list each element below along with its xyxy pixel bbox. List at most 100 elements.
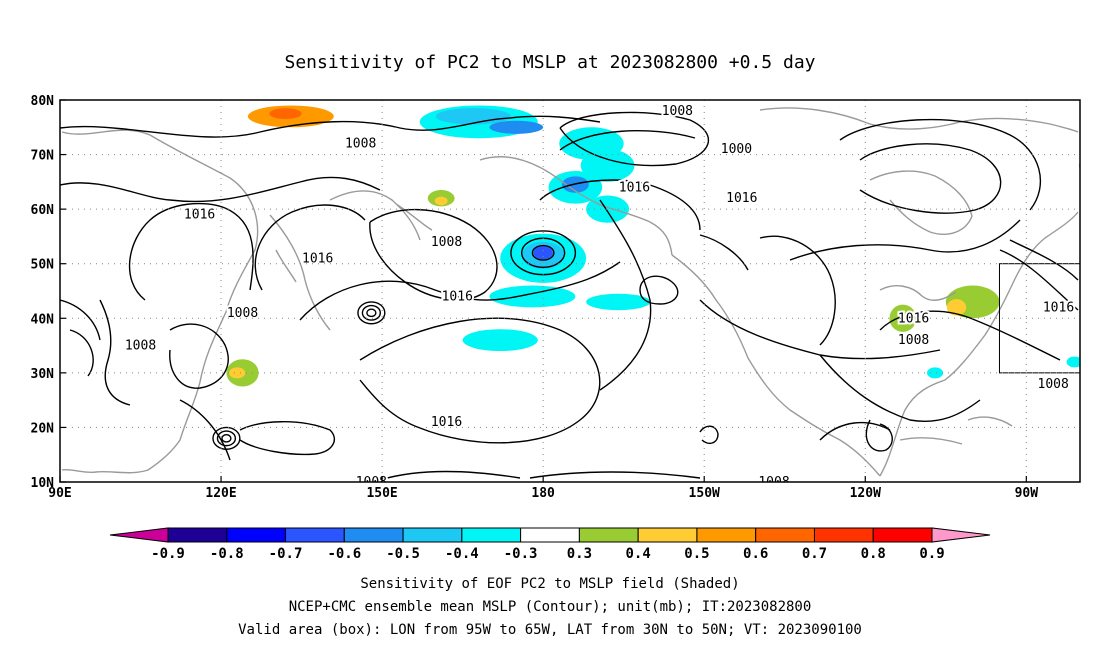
isobar-label: 1016 bbox=[726, 191, 757, 206]
low-isobar-ring bbox=[531, 244, 555, 261]
colorbar-label: -0.8 bbox=[210, 546, 244, 562]
colorbar-label: -0.3 bbox=[504, 546, 538, 562]
sensitivity-patch bbox=[586, 195, 630, 223]
y-tick-label: 20N bbox=[31, 421, 55, 436]
isobar-label: 1008 bbox=[662, 104, 693, 119]
colorbar-right-arrow bbox=[931, 527, 991, 543]
sensitivity-patch bbox=[889, 304, 917, 332]
sensitivity-patch bbox=[229, 367, 246, 379]
na-west-coastline bbox=[671, 254, 881, 477]
y-tick-label: 60N bbox=[31, 203, 55, 218]
x-tick-label: 150W bbox=[689, 486, 720, 501]
mslp-contours bbox=[60, 111, 1079, 481]
colorbar-segment bbox=[226, 527, 287, 543]
great-lakes-coastline bbox=[879, 285, 957, 302]
isobar-label: 1016 bbox=[898, 311, 929, 326]
isobar-label: 1016 bbox=[1043, 300, 1074, 315]
x-tick-label: 90E bbox=[48, 486, 71, 501]
sensitivity-patch bbox=[489, 285, 576, 308]
colorbar-label: -0.4 bbox=[445, 546, 479, 562]
coastlines bbox=[61, 107, 1079, 477]
x-tick-label: 150E bbox=[366, 486, 397, 501]
colorbar-label: -0.7 bbox=[269, 546, 303, 562]
low-isobar-ring bbox=[1079, 159, 1080, 172]
caption-line-2: NCEP+CMC ensemble mean MSLP (Contour); u… bbox=[289, 599, 812, 615]
sensitivity-patch bbox=[533, 246, 553, 260]
colorbar-segment bbox=[285, 527, 345, 543]
colorbar-label: -0.5 bbox=[386, 546, 420, 562]
y-axis: 80N 70N 60N 50N 40N 30N 20N 10N bbox=[31, 94, 66, 491]
isobar-label: 1008 bbox=[1038, 377, 1069, 392]
x-tick-label: 180 bbox=[531, 486, 555, 501]
alaska-coastline bbox=[479, 156, 673, 256]
caption-line-1: Sensitivity of EOF PC2 to MSLP field (Sh… bbox=[360, 576, 739, 592]
arctic-islands-coastline bbox=[759, 107, 1079, 133]
isobar-label: 1008 bbox=[125, 339, 156, 354]
low-isobar-ring bbox=[216, 430, 237, 447]
caption-line-3: Valid area (box): LON from 95W to 65W, L… bbox=[238, 622, 862, 638]
sensitivity-patch bbox=[435, 108, 511, 125]
isobar-label: 1016 bbox=[184, 208, 215, 223]
colorbar-label: 0.3 bbox=[567, 546, 592, 562]
na-east-coastline bbox=[879, 211, 1079, 477]
colorbar-segment bbox=[520, 527, 580, 543]
colorbar-label: -0.9 bbox=[151, 546, 185, 562]
colorbar-segment bbox=[167, 527, 228, 543]
isobar-label: 1008 bbox=[227, 306, 258, 321]
sensitivity-patch bbox=[561, 176, 589, 193]
isobar-label: 1008 bbox=[758, 475, 789, 490]
x-tick-label: 90W bbox=[1015, 486, 1039, 501]
colorbar-left-arrow bbox=[109, 527, 169, 543]
isobar-label: 1016 bbox=[431, 415, 462, 430]
colorbar-label: 0.9 bbox=[919, 546, 944, 562]
colorbar bbox=[109, 527, 991, 543]
isobar-label: 1016 bbox=[619, 180, 650, 195]
colorbar-labels: -0.9 -0.8 -0.7 -0.6 -0.5 -0.4 -0.3 0.3 0.4 0.5 0.6… bbox=[151, 546, 945, 562]
isobar-labels: 1008100810001000992101610161016100810161… bbox=[123, 102, 1076, 490]
y-tick-label: 40N bbox=[31, 312, 55, 327]
colorbar-segment bbox=[813, 527, 874, 543]
sensitivity-patch bbox=[462, 329, 538, 352]
colorbar-segment bbox=[637, 527, 698, 543]
colorbar-segment bbox=[402, 527, 463, 543]
sensitivity-patch bbox=[586, 293, 651, 311]
low-isobar-ring bbox=[221, 434, 232, 443]
colorbar-label: 0.7 bbox=[802, 546, 827, 562]
isobar-label: 1016 bbox=[442, 289, 473, 304]
y-tick-label: 70N bbox=[31, 149, 55, 164]
colorbar-segment bbox=[461, 527, 522, 543]
kamchatka-coastline bbox=[329, 190, 433, 241]
sensitivity-patch bbox=[489, 120, 544, 134]
sensitivity-patch bbox=[946, 299, 967, 316]
plot-frame bbox=[59, 99, 1081, 483]
colorbar-segment bbox=[872, 527, 933, 543]
plot-background bbox=[60, 100, 1080, 482]
x-tick-label: 120E bbox=[205, 486, 236, 501]
caribbean-coastline bbox=[899, 416, 1013, 445]
sensitivity-patch bbox=[269, 108, 302, 120]
colorbar-segment bbox=[578, 527, 639, 543]
valid-area-box bbox=[998, 263, 1080, 374]
colorbar-label: 0.4 bbox=[626, 546, 651, 562]
sensitivity-patch bbox=[927, 367, 944, 379]
sensitivity-patch bbox=[1080, 421, 1091, 434]
colorbar-segment bbox=[755, 527, 815, 543]
asia-coastline bbox=[61, 129, 259, 474]
x-tick-label: 120W bbox=[850, 486, 881, 501]
isobar-label: 1008 bbox=[898, 333, 929, 348]
sensitivity-patch bbox=[1066, 356, 1080, 368]
isobar-label: 1016 bbox=[302, 251, 333, 266]
colorbar-label: 0.8 bbox=[861, 546, 886, 562]
y-tick-label: 50N bbox=[31, 258, 55, 273]
x-axis: 90E120E150E180150W120W90W60W bbox=[48, 476, 1039, 501]
low-isobar-ring bbox=[212, 426, 241, 450]
sensitivity-shading bbox=[226, 105, 1091, 434]
colorbar-segment bbox=[343, 527, 404, 543]
isobar-label: 1008 bbox=[431, 235, 462, 250]
colorbar-label: -0.6 bbox=[327, 546, 361, 562]
y-tick-label: 80N bbox=[31, 94, 55, 109]
colorbar-label: 0.5 bbox=[684, 546, 709, 562]
map-title: Sensitivity of PC2 to MSLP at 2023082800… bbox=[284, 52, 815, 73]
sensitivity-patch bbox=[434, 196, 448, 206]
